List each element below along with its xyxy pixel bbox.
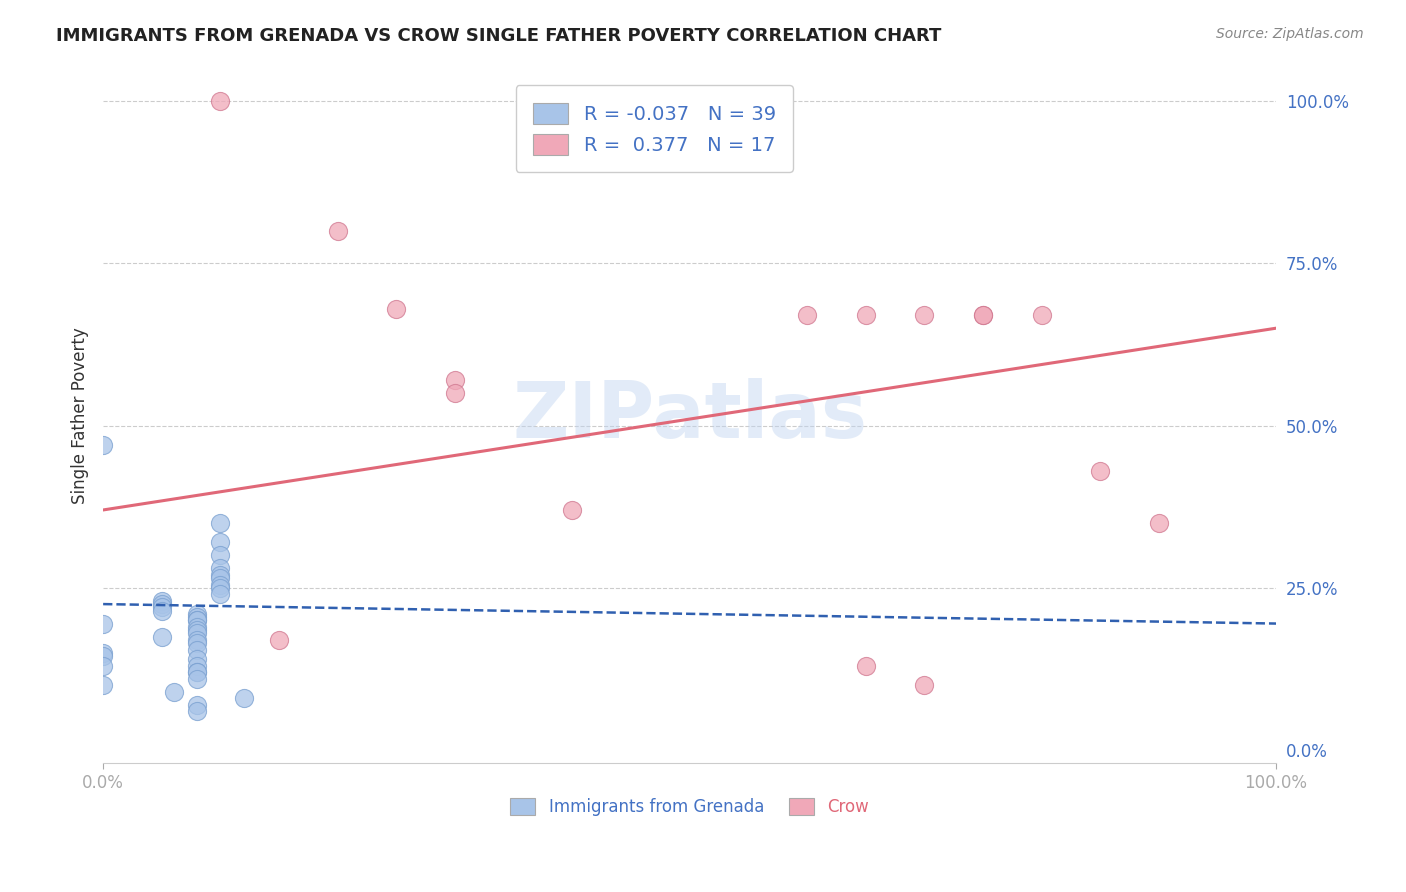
Point [444, 373, 467, 387]
Point [186, 620, 208, 634]
Point [186, 623, 208, 637]
Point [209, 549, 232, 563]
Point [186, 632, 208, 647]
Text: Source: ZipAtlas.com: Source: ZipAtlas.com [1216, 27, 1364, 41]
Point [150, 600, 173, 615]
Point [186, 642, 208, 657]
Point [209, 567, 232, 582]
Point [209, 571, 232, 585]
Point [855, 308, 877, 322]
Point [1088, 464, 1111, 478]
Point [186, 704, 208, 718]
Legend: Immigrants from Grenada, Crow: Immigrants from Grenada, Crow [502, 789, 877, 824]
Point [1147, 516, 1170, 530]
Point [186, 658, 208, 673]
Point [444, 386, 467, 401]
Point [972, 308, 994, 322]
Point [186, 665, 208, 680]
Point [91, 648, 114, 663]
Point [91, 646, 114, 660]
Point [209, 587, 232, 601]
Point [385, 301, 408, 316]
Point [91, 616, 114, 631]
Point [972, 308, 994, 322]
Point [209, 581, 232, 595]
Point [150, 630, 173, 644]
Text: IMMIGRANTS FROM GRENADA VS CROW SINGLE FATHER POVERTY CORRELATION CHART: IMMIGRANTS FROM GRENADA VS CROW SINGLE F… [56, 27, 942, 45]
Point [855, 658, 877, 673]
Point [150, 594, 173, 608]
Point [186, 626, 208, 640]
Point [186, 672, 208, 686]
Point [186, 652, 208, 666]
Point [91, 678, 114, 692]
Y-axis label: Single Father Poverty: Single Father Poverty [72, 327, 89, 504]
Point [186, 665, 208, 680]
Point [186, 613, 208, 627]
Point [267, 632, 290, 647]
Point [186, 607, 208, 621]
Point [561, 503, 583, 517]
Point [91, 658, 114, 673]
Point [209, 535, 232, 549]
Point [150, 597, 173, 611]
Point [209, 94, 232, 108]
Point [209, 516, 232, 530]
Point [796, 308, 818, 322]
Point [232, 691, 254, 706]
Point [162, 684, 184, 698]
Point [186, 636, 208, 650]
Point [912, 678, 935, 692]
Point [209, 577, 232, 591]
Point [186, 698, 208, 712]
Text: ZIPatlas: ZIPatlas [512, 378, 868, 454]
Point [186, 613, 208, 627]
Point [186, 610, 208, 624]
Point [209, 561, 232, 575]
Point [326, 224, 349, 238]
Point [912, 308, 935, 322]
Point [1031, 308, 1053, 322]
Point [91, 438, 114, 452]
Point [150, 604, 173, 618]
